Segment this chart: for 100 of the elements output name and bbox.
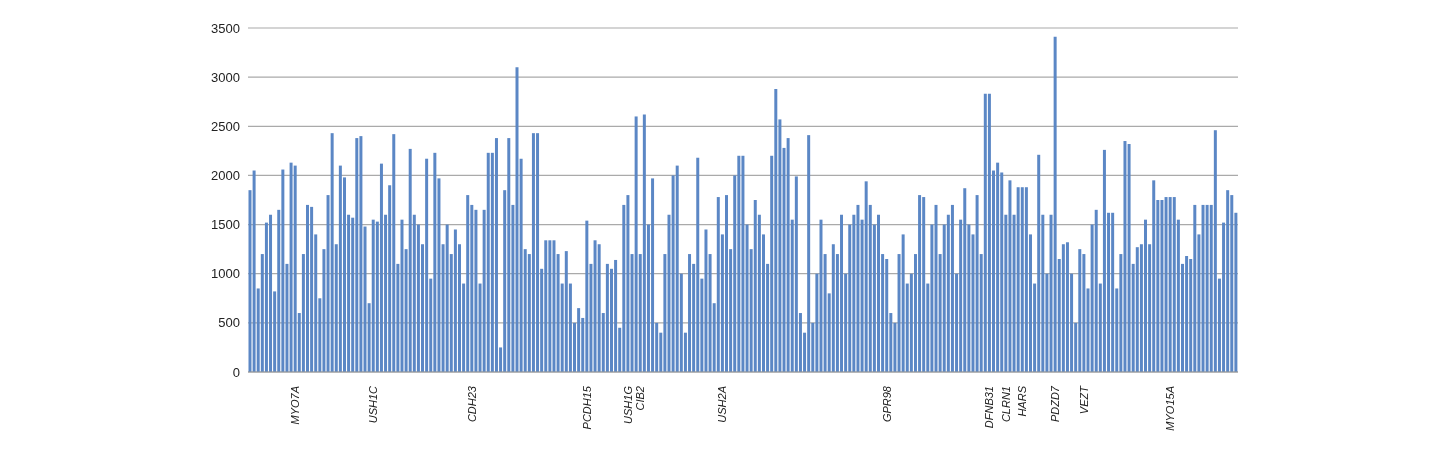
bar [856, 204, 860, 372]
bar [507, 138, 511, 372]
bar [877, 214, 880, 372]
bar [306, 204, 309, 372]
bar [486, 152, 490, 372]
y-tick-label: 3000 [211, 69, 240, 85]
bar [281, 169, 285, 372]
bar [885, 258, 889, 372]
bar [651, 178, 655, 372]
bar [577, 308, 581, 372]
bar [556, 254, 560, 372]
bar [675, 165, 679, 372]
bar [531, 133, 535, 372]
bar [1016, 187, 1020, 372]
bar [708, 254, 712, 372]
bar [408, 148, 412, 372]
bar [466, 195, 470, 372]
bar [1094, 209, 1098, 372]
y-tick-label: 500 [218, 315, 240, 331]
bar [930, 224, 934, 372]
bar [864, 181, 868, 372]
bar [371, 219, 375, 372]
bar [737, 155, 741, 372]
bar [753, 200, 757, 372]
bar [823, 254, 827, 372]
bar [1205, 204, 1209, 372]
bar [922, 197, 926, 372]
x-tick-label: CLRN1 [999, 386, 1012, 423]
bar [807, 135, 811, 372]
bar [1065, 242, 1069, 372]
bar [433, 152, 437, 372]
y-tick-label: 0 [232, 364, 240, 380]
bar [1123, 141, 1127, 372]
bar [741, 155, 745, 372]
bar [1102, 149, 1106, 372]
bar [453, 229, 457, 372]
bar [494, 138, 498, 372]
bar [379, 163, 383, 372]
bar [688, 254, 692, 372]
bar [536, 133, 540, 372]
bar [1144, 219, 1148, 372]
bar [1226, 190, 1230, 372]
y-tick-label: 1500 [211, 217, 240, 233]
x-tick-label: PCDH15 [580, 385, 593, 430]
bar [794, 176, 798, 372]
bar [1152, 180, 1156, 372]
bar [963, 188, 967, 372]
bar [975, 195, 979, 372]
bar [392, 134, 396, 372]
bar [359, 136, 363, 372]
bar [1024, 187, 1028, 372]
bar [1135, 247, 1139, 372]
bar [445, 224, 449, 372]
x-tick-label: USH1C [367, 385, 380, 424]
bar [548, 240, 552, 372]
bar [252, 170, 256, 372]
y-tick-label: 1000 [211, 266, 240, 282]
bar [819, 219, 823, 372]
bar [987, 93, 991, 372]
bar [248, 190, 252, 372]
bar [831, 244, 835, 372]
bar [269, 214, 273, 372]
x-tick-label: DFNB31 [983, 386, 996, 429]
bar [1020, 187, 1024, 372]
bar [355, 138, 359, 372]
bar [745, 224, 749, 372]
bar [322, 249, 326, 372]
bar [1185, 256, 1189, 372]
bar [996, 162, 1000, 372]
y-tick-label: 2500 [211, 118, 240, 134]
x-tick-label: VEZT [1077, 384, 1090, 415]
bar [614, 259, 618, 372]
bar [1172, 197, 1176, 372]
bar [725, 195, 729, 372]
bar [597, 244, 601, 372]
bar [626, 195, 630, 372]
bar [774, 88, 778, 372]
bar [1078, 249, 1082, 372]
bar [289, 162, 293, 372]
bar [1168, 197, 1172, 372]
x-tick-label: CDH23 [465, 385, 478, 423]
x-tick-label: PDZD7 [1049, 385, 1062, 423]
x-tick-label: MYO15A [1164, 386, 1177, 431]
bar [704, 229, 708, 372]
bar [642, 114, 646, 372]
bar [552, 240, 556, 372]
x-tick-label: GPR98 [880, 385, 893, 423]
bar [1127, 143, 1131, 372]
bar [901, 234, 905, 372]
bar [786, 138, 790, 372]
bar [293, 165, 297, 372]
bar [1111, 212, 1115, 372]
y-tick-label: 2000 [211, 168, 240, 184]
bar [716, 197, 720, 372]
bar [1164, 197, 1168, 372]
bar [696, 157, 700, 372]
bar [1037, 154, 1041, 372]
bar [564, 251, 568, 372]
bar [1008, 180, 1012, 372]
bar [983, 93, 987, 372]
